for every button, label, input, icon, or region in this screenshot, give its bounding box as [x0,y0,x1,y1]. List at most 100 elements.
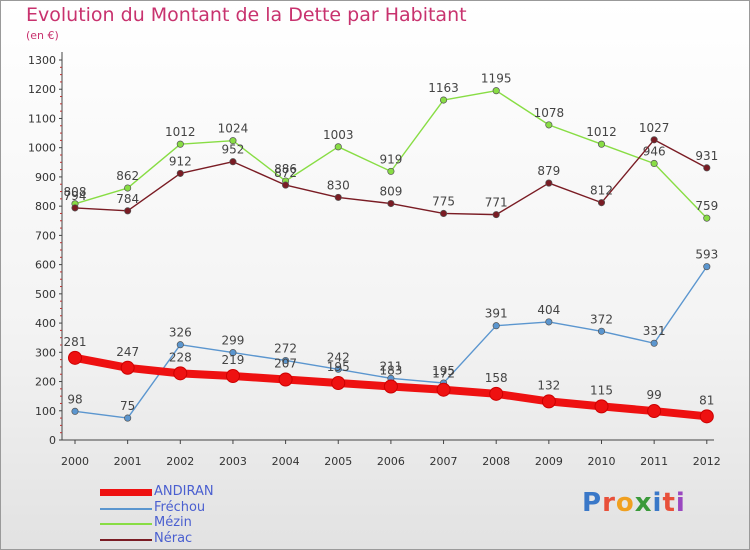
x-tick-label: 2009 [535,455,563,468]
data-label: 1012 [586,125,617,139]
data-label: 1163 [428,81,459,95]
data-label: 75 [120,399,135,413]
y-tick-label: 500 [35,288,56,301]
data-label: 862 [116,169,139,183]
chart-subtitle: (en €) [26,29,59,42]
y-tick-label: 1200 [28,83,56,96]
data-point [282,181,290,189]
data-label: 207 [274,356,297,370]
data-label: 759 [695,199,718,213]
data-point [492,211,500,219]
x-tick-label: 2011 [640,455,668,468]
data-label: 809 [379,185,402,199]
data-point [282,356,290,365]
data-label: 183 [379,364,402,378]
data-point [647,404,662,419]
data-point [229,349,237,357]
x-tick-label: 2001 [114,455,142,468]
data-label: 1195 [481,72,512,86]
data-label: 172 [432,367,455,381]
data-label: 115 [590,383,613,397]
y-tick-label: 200 [35,376,56,389]
data-label: 886 [274,162,297,176]
legend-label: ANDIRAN [154,484,214,499]
data-label: 775 [432,194,455,208]
data-point [545,318,553,326]
data-label: 919 [379,152,402,166]
data-point [387,167,395,175]
data-label: 281 [64,335,87,349]
logo-letter: o [615,488,635,518]
data-label: 771 [485,196,508,210]
data-label: 946 [643,144,666,158]
data-point [597,199,606,207]
data-point [545,121,553,129]
x-tick-label: 2000 [61,455,89,468]
data-point [334,193,342,201]
x-tick-label: 2008 [482,455,510,468]
data-point [176,169,184,177]
data-label: 81 [699,393,714,407]
legend-swatch [100,489,152,496]
data-label: 158 [485,371,508,385]
y-tick-label: 700 [35,229,56,242]
data-label: 1012 [165,125,196,139]
data-point [334,143,342,151]
data-label: 228 [169,350,192,364]
data-label: 331 [643,324,666,338]
data-label: 299 [221,334,244,348]
y-tick-label: 800 [35,200,56,213]
data-label: 794 [64,189,87,203]
data-label: 195 [432,364,455,378]
data-label: 1024 [218,122,249,136]
x-tick-label: 2002 [166,455,194,468]
data-label: 1027 [639,121,670,135]
logo-letter: P [582,488,603,518]
data-point [492,87,500,95]
data-point [703,164,711,172]
data-label: 195 [327,360,350,374]
x-tick-label: 2006 [377,455,405,468]
x-tick-label: 2010 [588,455,616,468]
data-point [489,386,504,401]
data-point [650,159,658,168]
data-point [334,365,342,373]
data-point [120,360,135,375]
data-point [383,379,398,394]
data-label: 784 [116,192,139,206]
data-label: 931 [695,149,718,163]
data-label: 211 [379,359,402,373]
data-point [124,207,132,215]
data-label: 1003 [323,128,354,142]
legend-label: Fréchou [154,499,206,515]
data-label: 219 [221,353,244,367]
logo-letter: i [652,488,663,518]
data-point [71,204,79,212]
x-tick-label: 2005 [324,455,352,468]
data-point [541,394,556,409]
data-label: 132 [537,378,560,392]
data-point [68,350,82,365]
legend-swatch [100,523,152,525]
data-point [492,322,500,330]
data-point [229,137,237,145]
data-label: 242 [327,350,350,364]
data-point [650,339,658,347]
data-point [597,140,606,148]
data-label: 98 [67,392,82,406]
data-point [124,414,132,422]
data-point [439,209,448,218]
data-point [176,341,184,349]
data-label: 952 [221,143,244,157]
y-tick-label: 100 [35,405,56,418]
logo-letter: r [602,488,616,518]
logo-letter: x [634,488,653,518]
data-label: 808 [64,185,87,199]
data-point [71,407,79,415]
data-point [278,372,293,387]
data-label: 99 [647,388,662,402]
data-label: 830 [327,178,350,192]
data-label: 872 [274,166,297,180]
data-point [176,140,184,148]
